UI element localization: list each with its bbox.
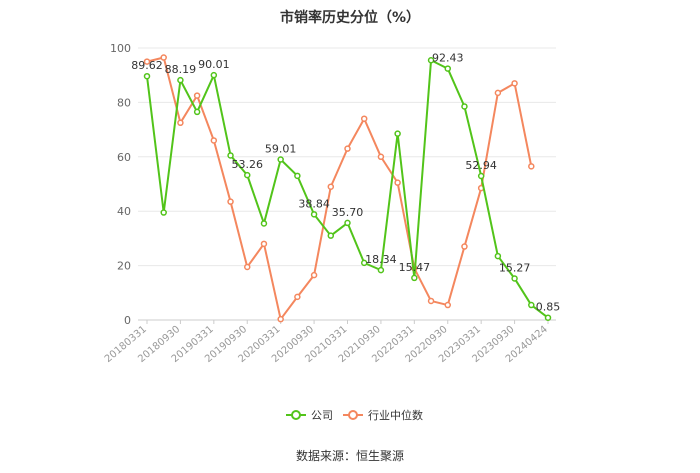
data-label: 18.34 bbox=[365, 253, 397, 266]
data-label: 15.27 bbox=[499, 261, 531, 274]
data-point[interactable] bbox=[511, 275, 518, 282]
data-point[interactable] bbox=[260, 240, 268, 248]
data-point[interactable] bbox=[177, 119, 184, 127]
data-point[interactable] bbox=[294, 172, 301, 180]
data-point[interactable] bbox=[177, 76, 184, 84]
data-point[interactable] bbox=[160, 54, 167, 61]
data-point[interactable] bbox=[444, 65, 451, 72]
data-point[interactable] bbox=[377, 266, 385, 274]
series-line bbox=[146, 59, 549, 319]
data-point[interactable] bbox=[360, 115, 368, 122]
data-point[interactable] bbox=[344, 145, 351, 152]
legend-label: 公司 bbox=[311, 409, 333, 422]
data-point[interactable] bbox=[427, 297, 435, 305]
source-note: 数据来源：恒生聚源 bbox=[296, 448, 404, 463]
data-point[interactable] bbox=[244, 171, 251, 179]
data-label: 52.94 bbox=[465, 159, 497, 172]
data-point[interactable] bbox=[160, 209, 167, 216]
data-point[interactable] bbox=[494, 89, 502, 97]
data-point[interactable] bbox=[544, 314, 552, 321]
data-label: 88.19 bbox=[165, 63, 197, 76]
data-point[interactable] bbox=[461, 103, 468, 110]
data-label: 38.84 bbox=[298, 197, 330, 210]
legend-item[interactable]: 公司 bbox=[286, 409, 333, 422]
data-label: 92.43 bbox=[432, 52, 464, 65]
y-tick-label: 0 bbox=[124, 314, 131, 327]
data-point[interactable] bbox=[260, 220, 268, 227]
y-tick-label: 40 bbox=[117, 205, 131, 218]
y-tick-label: 80 bbox=[117, 96, 131, 109]
data-point[interactable] bbox=[227, 152, 234, 159]
data-point[interactable] bbox=[210, 137, 218, 144]
data-point[interactable] bbox=[143, 72, 151, 80]
legend[interactable]: 公司 行业中位数 bbox=[286, 408, 423, 422]
data-label: 53.26 bbox=[232, 158, 264, 171]
data-point[interactable] bbox=[477, 172, 485, 180]
data-label: 0.85 bbox=[536, 301, 561, 314]
data-point[interactable] bbox=[411, 274, 418, 282]
data-label: 15.47 bbox=[399, 261, 431, 274]
data-point[interactable] bbox=[277, 315, 284, 323]
series-layer bbox=[143, 54, 552, 323]
data-point[interactable] bbox=[327, 232, 335, 239]
data-point[interactable] bbox=[143, 58, 151, 65]
data-point[interactable] bbox=[344, 219, 351, 227]
data-point[interactable] bbox=[310, 271, 318, 279]
data-point[interactable] bbox=[394, 130, 401, 137]
y-tick-label: 60 bbox=[117, 151, 131, 164]
data-point[interactable] bbox=[327, 183, 335, 190]
grid-lines bbox=[138, 47, 556, 321]
legend-item[interactable]: 行业中位数 bbox=[343, 408, 423, 422]
data-point[interactable] bbox=[528, 301, 535, 309]
legend-label: 行业中位数 bbox=[368, 408, 423, 422]
y-axis: 0 20 40 60 80 100 bbox=[110, 42, 131, 327]
data-point[interactable] bbox=[193, 108, 201, 116]
data-label: 90.01 bbox=[198, 58, 230, 71]
series-line bbox=[146, 56, 533, 321]
data-point[interactable] bbox=[227, 198, 234, 205]
data-point[interactable] bbox=[377, 153, 385, 161]
data-label: 35.70 bbox=[332, 206, 364, 219]
data-label: 89.62 bbox=[131, 59, 163, 72]
data-point[interactable] bbox=[427, 56, 435, 64]
data-point[interactable] bbox=[193, 92, 201, 99]
data-point[interactable] bbox=[360, 259, 368, 267]
data-label: 59.01 bbox=[265, 142, 297, 155]
data-point[interactable] bbox=[210, 71, 218, 79]
y-tick-label: 20 bbox=[117, 260, 131, 273]
data-point[interactable] bbox=[310, 211, 318, 218]
data-point[interactable] bbox=[461, 243, 468, 250]
data-point[interactable] bbox=[294, 293, 301, 301]
data-point[interactable] bbox=[394, 179, 401, 186]
data-point[interactable] bbox=[494, 252, 502, 260]
x-axis: 2018033120180930201903312019093020200331… bbox=[103, 319, 556, 365]
data-point[interactable] bbox=[444, 301, 451, 309]
data-point[interactable] bbox=[244, 263, 251, 271]
data-point[interactable] bbox=[528, 163, 535, 170]
y-tick-label: 100 bbox=[110, 42, 131, 55]
chart-title: 市销率历史分位（%） bbox=[280, 9, 420, 26]
data-point[interactable] bbox=[277, 156, 284, 163]
legend-swatch-marker bbox=[291, 410, 301, 420]
data-point[interactable] bbox=[511, 80, 518, 87]
legend-swatch-marker bbox=[348, 410, 358, 420]
